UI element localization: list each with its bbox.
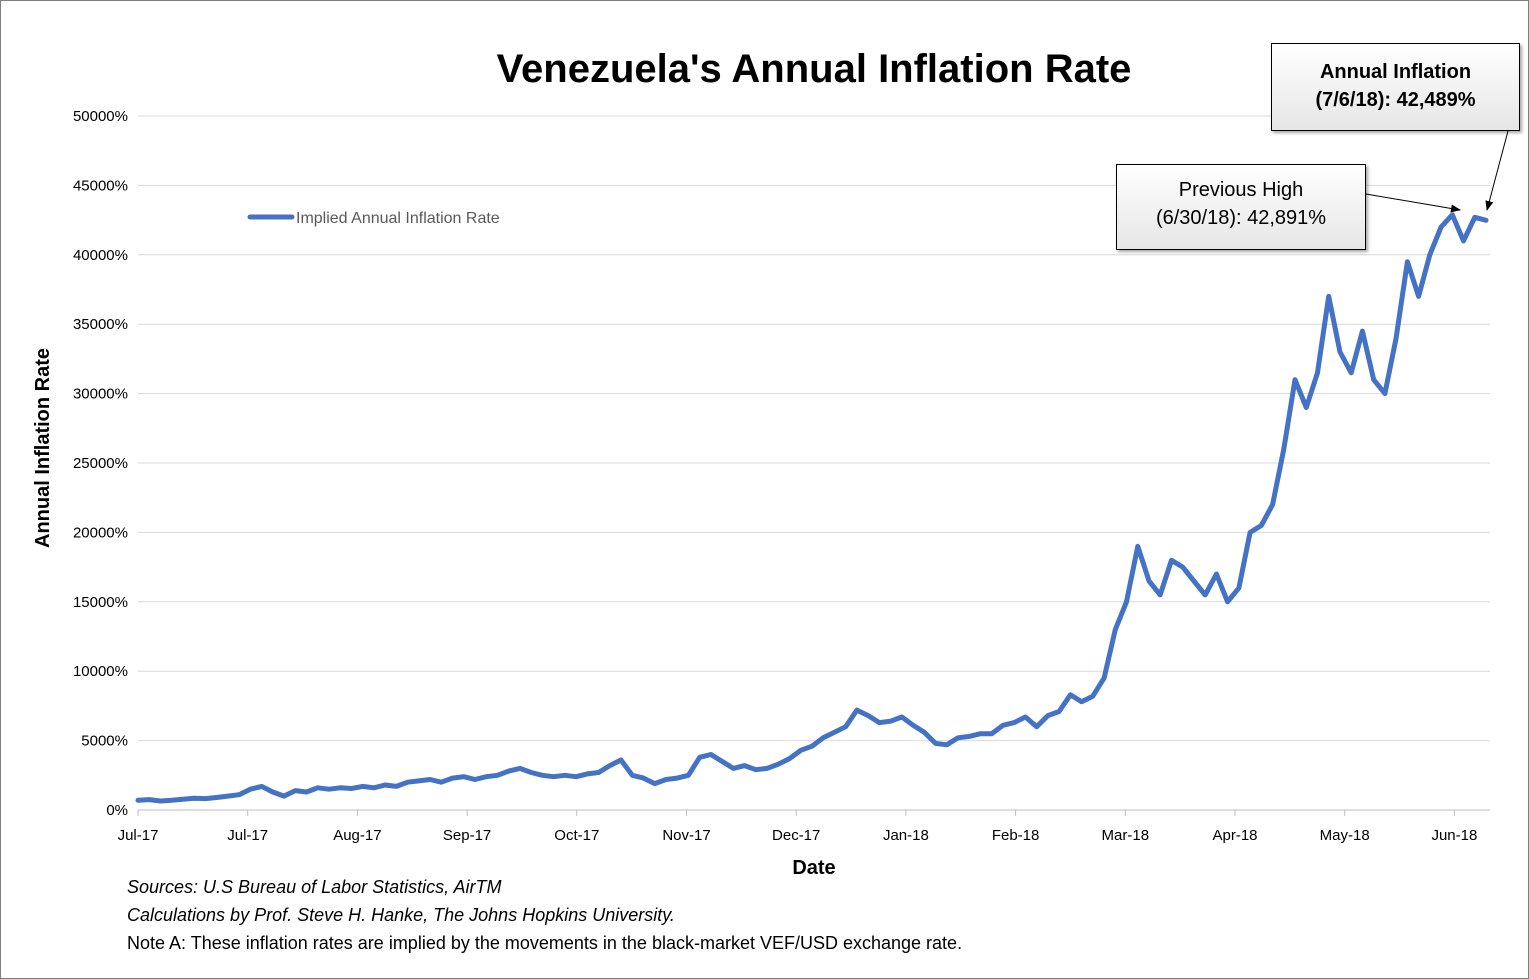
y-tick-label: 0% xyxy=(106,802,128,819)
annotation-annual-inflation: Annual Inflation (7/6/18): 42,489% xyxy=(1271,43,1520,131)
y-tick-label: 15000% xyxy=(73,594,128,611)
note-a: Note A: These inflation rates are implie… xyxy=(127,933,963,953)
y-tick-label: 5000% xyxy=(81,733,128,750)
series-line-implied-annual-inflation-rate xyxy=(135,212,1489,804)
y-tick-label: 35000% xyxy=(73,316,128,333)
y-tick-label: 45000% xyxy=(73,177,128,194)
sources-note: Sources: U.S Bureau of Labor Statistics,… xyxy=(127,877,502,897)
annotation-arrow-annual-inflation xyxy=(1485,130,1509,211)
annotation-annual-inflation-line2: (7/6/18): 42,489% xyxy=(1315,89,1476,111)
y-tick-label: 25000% xyxy=(73,455,128,472)
y-tick-label: 10000% xyxy=(73,663,128,680)
x-tick-label: May-18 xyxy=(1320,827,1370,844)
gridlines xyxy=(138,115,1490,742)
x-tick-label: Oct-17 xyxy=(554,827,599,844)
chart-title: Venezuela's Annual Inflation Rate xyxy=(497,47,1132,91)
x-tick-labels: Jul-17 Jul-17 Aug-17 Sep-17 Oct-17 Nov-17 Dec-… xyxy=(118,827,1478,844)
x-tick-label: Jan-18 xyxy=(883,827,929,844)
x-tick-label: Dec-17 xyxy=(772,827,820,844)
y-tick-label: 30000% xyxy=(73,386,128,403)
annotation-previous-high-line1: Previous High xyxy=(1178,179,1304,201)
annotation-previous-high-line2: (6/30/18): 42,891% xyxy=(1155,207,1327,229)
annotation-annual-inflation-line1: Annual Inflation xyxy=(1319,61,1472,83)
y-tick-label: 50000% xyxy=(73,108,128,125)
x-tick-label: Apr-18 xyxy=(1212,827,1257,844)
x-tick-label: Feb-18 xyxy=(992,827,1040,844)
axes xyxy=(137,809,1490,816)
y-tick-label: 20000% xyxy=(73,524,128,541)
y-axis-title: Annual Inflation Rate xyxy=(32,348,54,548)
x-tick-label: Jul-17 xyxy=(227,827,268,844)
x-tick-label: Aug-17 xyxy=(333,827,381,844)
x-tick-label: Jun-18 xyxy=(1431,827,1477,844)
series-lines xyxy=(135,212,1489,804)
calculations-note: Calculations by Prof. Steve H. Hanke, Th… xyxy=(127,905,675,925)
x-axis-title: Date xyxy=(792,857,835,879)
x-tick-label: Nov-17 xyxy=(662,827,710,844)
annotation-arrow-previous-high xyxy=(1365,193,1461,213)
annotation-previous-high: Previous High (6/30/18): 42,891% xyxy=(1116,164,1366,250)
x-tick-label: Sep-17 xyxy=(443,827,491,844)
legend: Implied Annual Inflation Rate xyxy=(247,210,500,227)
y-tick-label: 40000% xyxy=(73,247,128,264)
y-tick-labels: 0% 5000% 10000% 15000% 20000% 25000% 30000% 350… xyxy=(73,108,128,819)
x-tick-label: Jul-17 xyxy=(118,827,159,844)
x-tick-label: Mar-18 xyxy=(1102,827,1150,844)
legend-label: Implied Annual Inflation Rate xyxy=(296,210,500,227)
